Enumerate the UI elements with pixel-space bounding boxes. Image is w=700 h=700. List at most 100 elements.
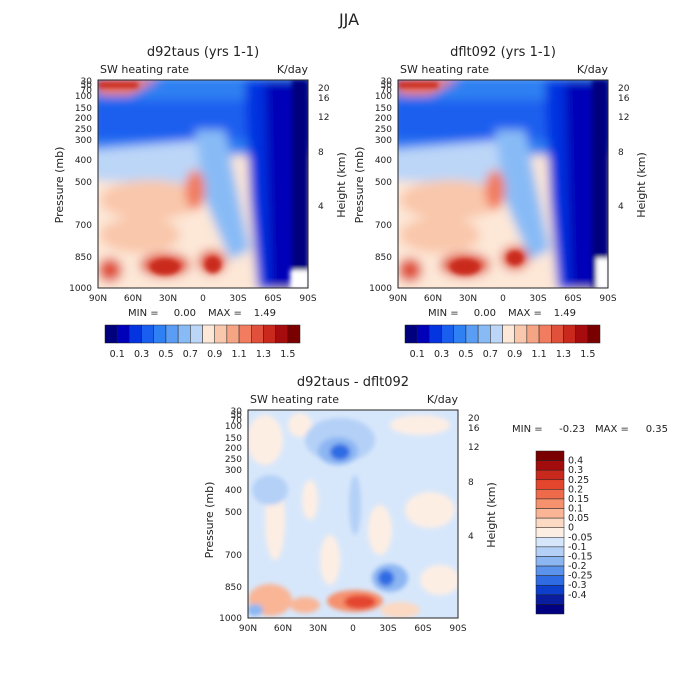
right-ytick-700: 700 [375,221,392,231]
bottom-colorbar-swatch-8 [535,527,565,538]
left-ytick-500: 500 [75,178,92,188]
left-height-4: 4 [318,202,324,212]
right-colorbar-swatch-1 [416,324,430,344]
left-max-value: 1.49 [254,308,276,319]
right-ytick-30: 30 [381,77,393,87]
right-xtick-90s: 90S [599,294,616,304]
left-ytick-50: 50 [81,81,93,91]
right-colorbar-swatch-0 [404,324,418,344]
left-colorbar-label-7: 1.5 [280,349,295,360]
left-xticks: 90N 60N 30N 0 30S 60S 90S [89,294,317,304]
bottom-xtick-90s: 90S [449,624,466,634]
bottom-ytick-70: 70 [231,416,243,426]
bottom-colorbar-label-4: 0.15 [568,494,589,505]
right-colorbar-swatch-3 [441,324,454,344]
bottom-colorbar-label-1: 0.3 [568,465,583,476]
bottom-height-16: 16 [468,424,480,434]
bottom-colorbar-label-13: -0.3 [568,580,587,591]
right-panel: dflt092 (yrs 1-1) SW heating rate K/day [353,45,648,360]
left-height-12: 12 [318,113,329,123]
right-colorbar-swatch-15 [587,324,601,344]
right-height-12: 12 [618,113,629,123]
right-min-label: MIN = [428,308,459,319]
left-ylabel-right: Height (km) [335,152,348,218]
left-colorbar-swatch-14 [275,324,289,344]
right-xtick-60s: 60S [564,294,581,304]
left-yticks: 30 50 70 100 150 200 250 300 400 500 700… [69,77,92,294]
left-colorbar-swatch-8 [202,324,215,344]
left-height-20: 20 [318,84,330,94]
right-colorbar-swatch-14 [575,324,589,344]
bottom-height-4: 4 [468,532,474,542]
left-colorbar-swatch-4 [153,324,167,344]
left-min-label: MIN = [128,308,159,319]
left-colorbar-swatch-13 [263,324,276,344]
right-max-label: MAX = [508,308,542,319]
left-ytick-1000: 1000 [69,284,92,294]
right-max-value: 1.49 [554,308,576,319]
left-ytick-400: 400 [75,156,92,166]
left-xtick-90n: 90N [89,294,107,304]
right-height-16: 16 [618,94,630,104]
left-ylabel: Pressure (mb) [53,147,66,224]
right-ytick-850: 850 [375,253,392,263]
left-colorbar: 0.1 0.3 0.5 0.7 0.9 1.1 1.3 1.5 [104,324,301,360]
right-colorbar-label-4: 0.9 [507,349,522,360]
left-colorbar-swatch-10 [226,324,240,344]
left-ytick-200: 200 [75,114,92,124]
bottom-max-label: MAX = [595,424,629,435]
left-colorbar-swatch-5 [165,324,179,344]
bottom-title: d92taus - dflt092 [297,375,409,390]
left-colorbar-swatch-7 [190,324,203,344]
bottom-colorbar-swatch-14 [535,584,565,596]
right-ytick-400: 400 [375,156,392,166]
left-heatmap [98,80,308,288]
bottom-ytick-700: 700 [225,551,242,561]
right-ytick-70: 70 [381,86,393,96]
right-right-axis: 20 16 12 8 4 [618,84,630,212]
left-subtitle-right: K/day [277,63,309,76]
right-colorbar-swatch-6 [477,324,491,344]
bottom-subtitle-right: K/day [427,393,459,406]
right-colorbar-swatch-11 [538,324,552,344]
bottom-colorbar-label-12: -0.25 [568,571,593,582]
left-height-8: 8 [318,148,324,158]
left-ytick-150: 150 [75,104,92,114]
left-colorbar-label-3: 0.7 [183,349,198,360]
left-ytick-700: 700 [75,221,92,231]
bottom-colorbar-swatch-0 [535,450,565,461]
bottom-ytick-200: 200 [225,444,242,454]
bottom-max-value: 0.35 [646,424,668,435]
right-subtitle-left: SW heating rate [400,63,489,76]
left-colorbar-swatch-1 [116,324,130,344]
right-height-4: 4 [618,202,624,212]
right-colorbar-swatch-10 [526,324,540,344]
right-colorbar-swatch-9 [514,324,528,344]
right-xtick-0: 0 [500,294,506,304]
left-panel: d92taus (yrs 1-1) SW heating rate K/day [53,45,348,360]
right-colorbar-label-0: 0.1 [410,349,425,360]
right-colorbar-swatch-12 [551,324,564,344]
bottom-ytick-500: 500 [225,508,242,518]
left-ytick-850: 850 [75,253,92,263]
left-right-axis: 20 16 12 8 4 [318,84,330,212]
right-ylabel-right: Height (km) [635,152,648,218]
left-ytick-100: 100 [75,92,92,102]
bottom-colorbar-label-7: 0 [568,523,574,534]
right-min-value: 0.00 [474,308,496,319]
bottom-ytick-30: 30 [231,407,243,417]
left-max-label: MAX = [208,308,242,319]
bottom-min-value: -0.23 [559,424,585,435]
right-ytick-200: 200 [375,114,392,124]
bottom-ytick-150: 150 [225,434,242,444]
right-ytick-100: 100 [375,92,392,102]
right-stats: MIN = 0.00 MAX = 1.49 [428,308,576,319]
left-colorbar-label-1: 0.3 [134,349,149,360]
left-stats: MIN = 0.00 MAX = 1.49 [128,308,276,319]
bottom-colorbar-swatch-9 [535,537,565,548]
right-yticks: 30 50 70 100 150 200 250 300 400 500 700… [369,77,392,294]
bottom-height-20: 20 [468,414,480,424]
figure-title: JJA [338,10,359,29]
bottom-xtick-30n: 30N [309,624,327,634]
